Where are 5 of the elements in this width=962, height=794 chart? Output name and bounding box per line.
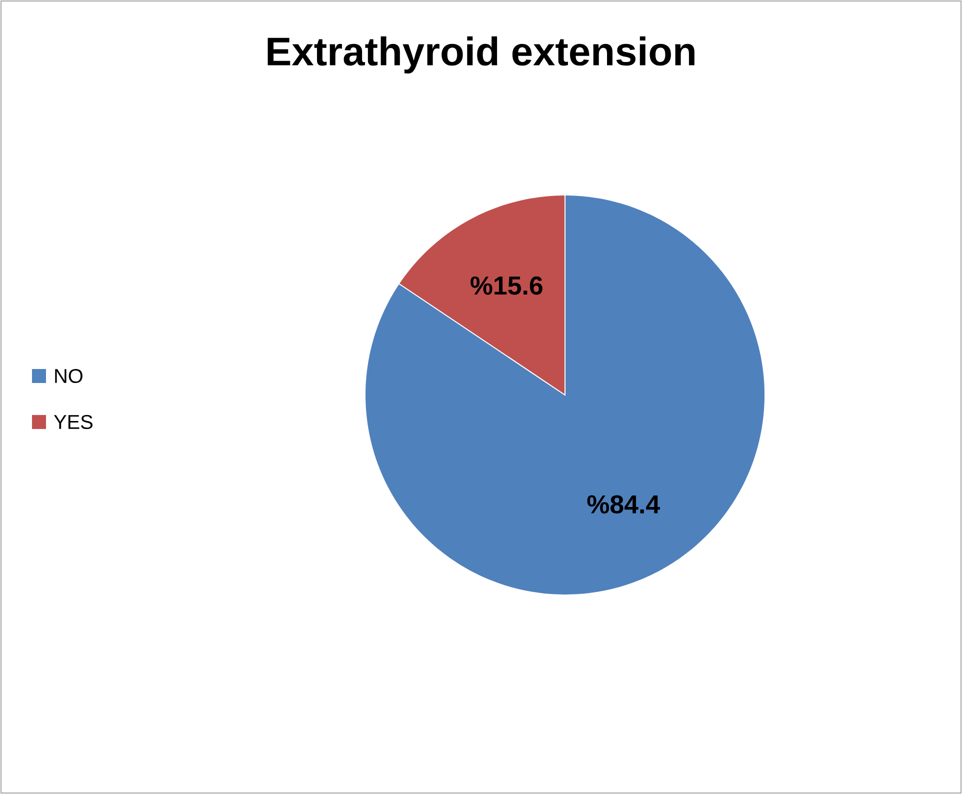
data-label: %84.4 (587, 495, 660, 514)
data-label: %15.6 (470, 276, 542, 295)
legend-label: YES (54, 414, 92, 430)
chart-title: Extrathyroid extension (268, 36, 694, 74)
legend-label: NO (55, 368, 82, 384)
